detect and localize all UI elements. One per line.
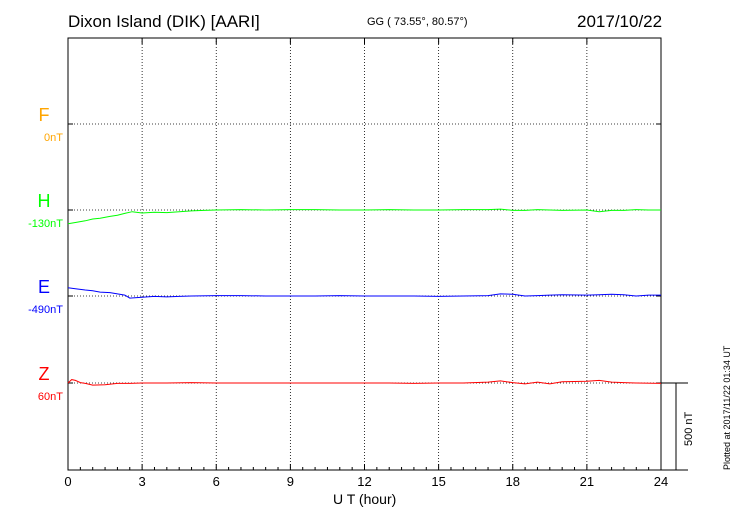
component-h-letter: H bbox=[38, 191, 51, 211]
component-e-baseline: -490nT bbox=[28, 304, 63, 316]
grid-lines bbox=[68, 38, 661, 470]
date-label: 2017/10/22 bbox=[577, 12, 663, 31]
component-h-baseline: -130nT bbox=[28, 218, 63, 230]
series-e-line bbox=[67, 287, 661, 299]
series-h-line bbox=[67, 208, 661, 225]
x-tick-label: 21 bbox=[580, 474, 594, 489]
x-tick-label: 18 bbox=[506, 474, 520, 489]
component-e-letter: E bbox=[38, 277, 50, 297]
x-ticks: 0 3 6 9 12 15 18 21 24 bbox=[64, 38, 668, 489]
x-tick-label: 12 bbox=[357, 474, 371, 489]
x-tick-label: 9 bbox=[287, 474, 294, 489]
component-f-letter: F bbox=[39, 105, 50, 125]
x-tick-label: 24 bbox=[654, 474, 668, 489]
series-group bbox=[67, 208, 662, 386]
x-tick-label: 15 bbox=[431, 474, 445, 489]
component-z-letter: Z bbox=[39, 364, 50, 384]
x-tick-label: 6 bbox=[213, 474, 220, 489]
station-title: Dixon Island (DIK) [AARI] bbox=[68, 12, 260, 31]
coordinates-label: GG ( 73.55°, 80.57°) bbox=[367, 16, 468, 28]
x-tick-label: 3 bbox=[139, 474, 146, 489]
scale-bar bbox=[661, 382, 688, 471]
x-tick-label: 0 bbox=[64, 474, 71, 489]
component-f-baseline: 0nT bbox=[44, 132, 63, 144]
series-z-line bbox=[67, 379, 662, 386]
component-labels: F 0nT H -130nT E -490nT Z 60nT bbox=[28, 105, 63, 403]
component-z-baseline: 60nT bbox=[38, 391, 63, 403]
x-axis-label: U T (hour) bbox=[333, 491, 397, 507]
